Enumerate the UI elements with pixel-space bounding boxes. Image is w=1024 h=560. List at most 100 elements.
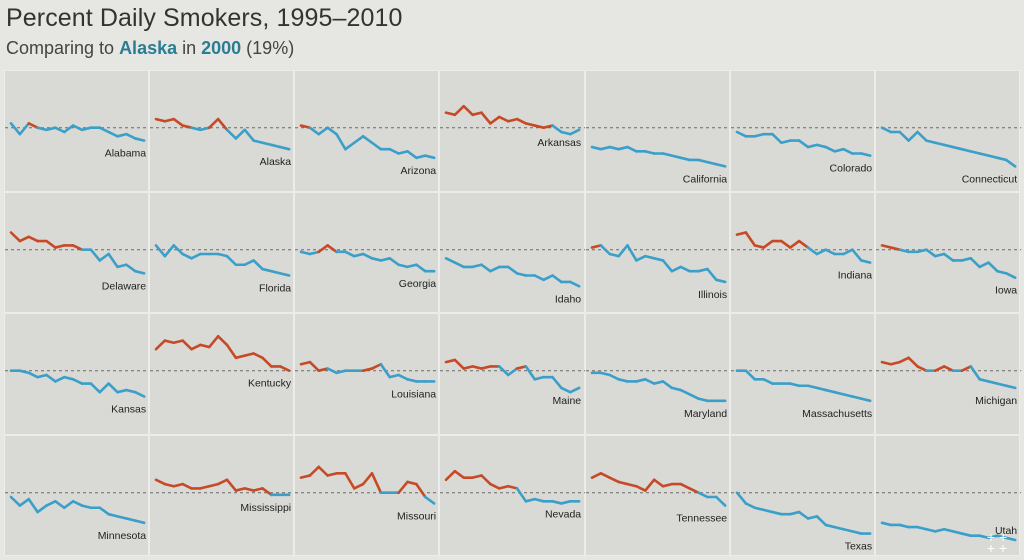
series-segment: [590, 145, 602, 151]
panel-alaska[interactable]: Alaska: [149, 70, 296, 192]
series-segment: [551, 124, 564, 134]
panel-alabama[interactable]: Alabama: [4, 70, 151, 192]
series-segment: [762, 239, 774, 249]
series-segment: [362, 471, 374, 485]
series-segment: [616, 243, 629, 257]
series-segment: [753, 505, 765, 511]
panel-michigan[interactable]: Michigan: [874, 313, 1021, 435]
panel-iowa[interactable]: Iowa: [874, 191, 1021, 313]
panel-tennessee[interactable]: Tennessee: [584, 434, 731, 556]
series-segment: [299, 473, 312, 479]
series-segment: [18, 497, 31, 507]
series-segment: [471, 365, 484, 370]
panel-louisiana[interactable]: Louisiana: [294, 313, 441, 435]
series-segment: [995, 269, 1008, 275]
panel-illinois[interactable]: Illinois: [584, 191, 731, 313]
series-segment: [696, 490, 709, 498]
series-segment: [643, 378, 655, 385]
series-segment: [942, 365, 955, 373]
panel-georgia[interactable]: Georgia: [294, 191, 441, 313]
series-segment: [362, 252, 374, 260]
series-segment: [696, 158, 709, 164]
series-segment: [705, 267, 718, 281]
panel-indiana[interactable]: Indiana: [729, 191, 876, 313]
panel-nevada[interactable]: Nevada: [439, 434, 586, 556]
series-segment: [859, 397, 872, 403]
series-segment: [599, 243, 611, 255]
sparkline-chart: Kentucky: [150, 334, 296, 390]
series-segment: [652, 477, 664, 488]
series-segment: [89, 382, 102, 394]
series-segment: [71, 243, 84, 251]
series-segment: [889, 360, 901, 366]
panel-mississippi[interactable]: Mississippi: [149, 434, 296, 556]
panel-minnesota[interactable]: Minnesota: [4, 434, 151, 556]
series-segment: [889, 245, 901, 251]
panel-massachusetts[interactable]: Massachusetts: [729, 313, 876, 435]
series-segment: [634, 484, 647, 492]
panel-maine[interactable]: Maine: [439, 313, 586, 435]
small-multiples-grid: Alabama Alaska Arizona Arkansas California Co…: [4, 70, 1021, 556]
page-subtitle: Comparing to Alaska in 2000 (19%): [6, 38, 294, 59]
panel-california[interactable]: California: [584, 70, 731, 192]
panel-idaho[interactable]: Idaho: [439, 191, 586, 313]
subtitle-state[interactable]: Alaska: [119, 38, 178, 58]
series-segment: [362, 135, 374, 145]
series-segment: [507, 265, 519, 275]
panel-missouri[interactable]: Missouri: [294, 434, 441, 556]
series-segment: [942, 527, 955, 533]
panel-colorado[interactable]: Colorado: [729, 70, 876, 192]
series-segment: [960, 531, 972, 537]
panel-texas[interactable]: Texas: [729, 434, 876, 556]
panel-kentucky[interactable]: Kentucky: [149, 313, 296, 435]
series-segment: [480, 473, 493, 485]
series-segment: [714, 495, 727, 507]
series-segment: [824, 145, 836, 153]
series-segment: [841, 527, 854, 533]
panel-delaware[interactable]: Delaware: [4, 191, 151, 313]
series-segment: [154, 117, 167, 123]
series-segment: [762, 378, 774, 385]
panel-utah[interactable]: Utah: [874, 434, 1021, 556]
panel-connecticut[interactable]: Connecticut: [874, 70, 1021, 192]
state-label: Alabama: [105, 148, 147, 160]
subtitle-year[interactable]: 2000: [201, 38, 242, 58]
panel-maryland[interactable]: Maryland: [584, 313, 731, 435]
series-segment: [987, 533, 999, 539]
sparkline-chart: Connecticut: [875, 126, 1021, 185]
series-segment: [616, 145, 629, 151]
series-segment: [216, 477, 229, 485]
series-segment: [279, 271, 291, 277]
panel-kansas[interactable]: Kansas: [4, 313, 151, 435]
panel-arkansas[interactable]: Arkansas: [439, 70, 586, 192]
series-segment: [125, 132, 137, 140]
series-segment: [406, 262, 418, 268]
subtitle-mid: in: [177, 38, 202, 58]
series-segment: [45, 373, 57, 383]
series-segment: [125, 262, 137, 272]
panel-arizona[interactable]: Arizona: [294, 70, 441, 192]
sparkline-chart: Massachusetts: [730, 369, 876, 420]
series-segment: [924, 139, 937, 145]
sparkline-chart: Colorado: [730, 127, 876, 175]
series-segment: [898, 130, 910, 142]
series-segment: [18, 234, 31, 242]
panel-florida[interactable]: Florida: [149, 191, 296, 313]
series-segment: [18, 369, 31, 375]
series-segment: [599, 145, 611, 151]
series-segment: [406, 378, 418, 383]
series-segment: [978, 378, 990, 383]
series-segment: [924, 527, 937, 533]
series-segment: [388, 147, 401, 155]
sparkline-chart: Iowa: [875, 243, 1021, 296]
series-segment: [199, 343, 211, 349]
series-segment: [542, 273, 555, 281]
series-segment: [788, 382, 801, 388]
series-segment: [679, 482, 691, 490]
series-segment: [216, 117, 229, 132]
state-label: Missouri: [397, 510, 436, 522]
series-segment: [551, 499, 564, 505]
series-segment: [243, 258, 256, 266]
sparkline-chart: Michigan: [875, 356, 1021, 407]
state-label: California: [682, 173, 727, 185]
